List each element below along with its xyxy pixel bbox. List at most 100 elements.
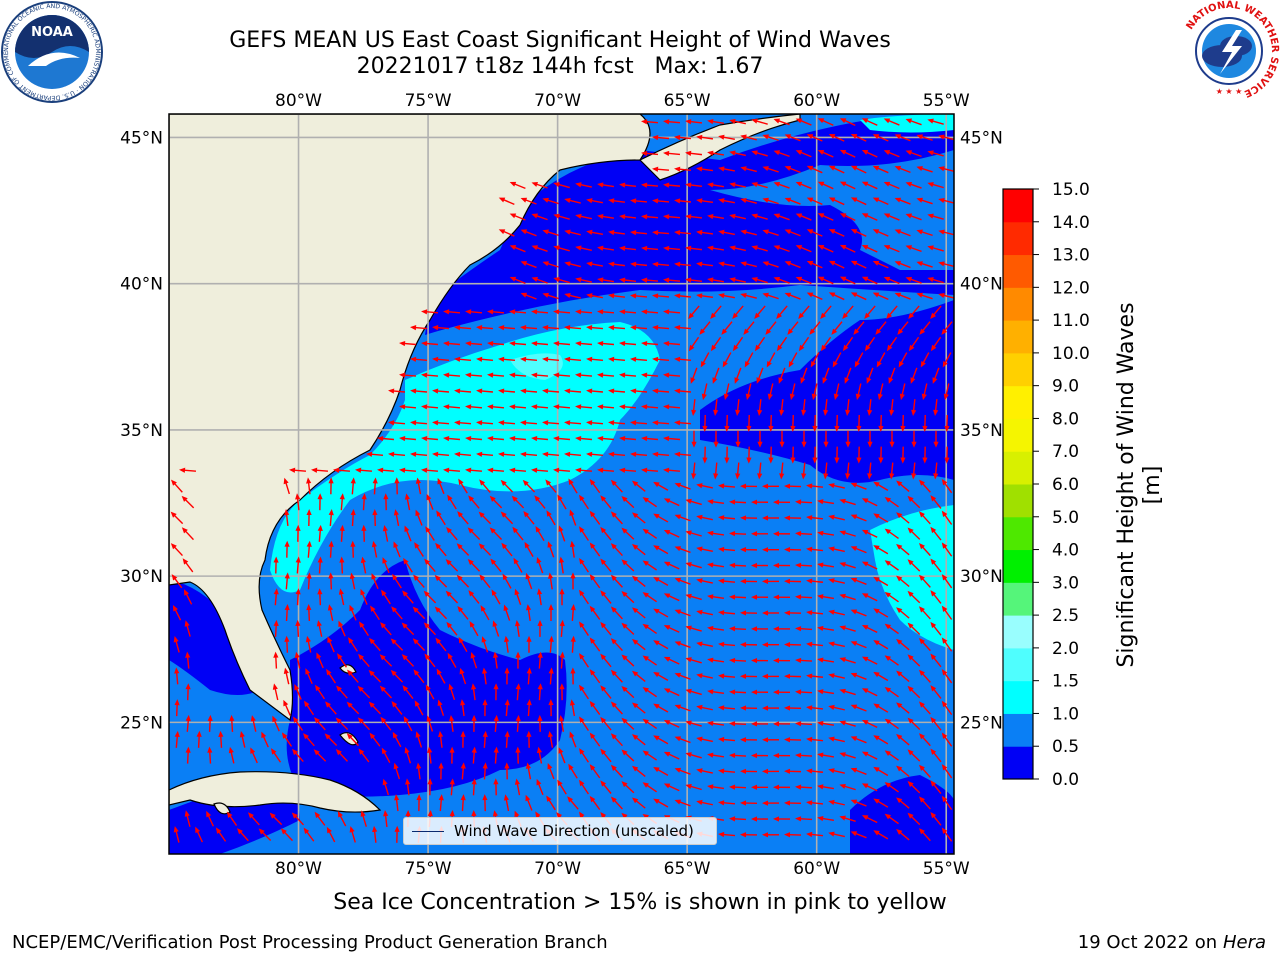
wave-direction-arrow (751, 245, 768, 252)
wave-direction-arrow (559, 619, 565, 637)
wave-direction-arrow (536, 588, 543, 606)
wave-direction-arrow (751, 182, 768, 189)
wave-direction-arrow (707, 277, 725, 283)
wave-direction-arrow (839, 783, 856, 791)
wave-direction-arrow (872, 229, 889, 237)
wave-direction-arrow (839, 530, 856, 537)
colorbar-tick-label: 0.5 (1052, 737, 1079, 757)
wave-direction-arrow (333, 467, 351, 473)
wave-direction-arrow (447, 494, 457, 510)
wave-direction-arrow (630, 325, 648, 331)
wave-direction-arrow (757, 399, 763, 417)
wave-direction-arrow (480, 605, 490, 621)
wave-direction-arrow (795, 276, 812, 285)
wave-direction-arrow (313, 749, 327, 762)
wave-direction-arrow (922, 414, 928, 432)
wave-direction-arrow (456, 543, 470, 556)
wave-direction-arrow (806, 768, 824, 774)
wave-direction-arrow (877, 383, 884, 401)
wave-direction-arrow (537, 651, 543, 669)
wave-direction-arrow (426, 493, 434, 510)
wave-direction-arrow (918, 828, 931, 842)
wave-direction-arrow (564, 451, 582, 457)
wave-direction-arrow (642, 497, 658, 508)
wave-direction-arrow (535, 526, 545, 542)
wave-direction-arrow (258, 828, 272, 841)
colorbar-tick-label: 9.0 (1052, 377, 1079, 397)
wave-direction-arrow (564, 388, 582, 394)
wave-direction-arrow (280, 828, 293, 842)
wave-direction-arrow (833, 383, 840, 401)
wave-direction-arrow (303, 827, 315, 842)
wave-direction-arrow (828, 673, 845, 679)
wave-direction-arrow (570, 604, 576, 622)
wave-direction-arrow (674, 134, 692, 141)
wave-direction-arrow (685, 182, 703, 188)
wave-direction-arrow (509, 404, 527, 410)
wave-direction-arrow (762, 547, 779, 553)
wave-direction-arrow (653, 766, 669, 776)
wave-direction-arrow (515, 746, 521, 764)
colorbar-segment (1003, 451, 1033, 485)
wave-direction-arrow (784, 229, 801, 237)
wave-direction-arrow (867, 430, 873, 448)
wave-direction-arrow (663, 593, 680, 602)
wave-direction-arrow (487, 340, 505, 347)
wave-direction-arrow (586, 388, 604, 394)
wave-direction-arrow (663, 309, 681, 315)
wave-direction-arrow (883, 181, 900, 190)
wave-direction-arrow (883, 276, 900, 285)
wave-direction-arrow (718, 578, 736, 584)
footer-host: Hera (1222, 932, 1266, 953)
wave-direction-arrow (509, 213, 526, 221)
wave-direction-arrow (421, 404, 439, 410)
colorbar-tick-label: 0.0 (1052, 770, 1079, 790)
wave-direction-arrow (856, 446, 862, 464)
lon-tick-label: 60°W (793, 859, 840, 879)
wave-direction-arrow (553, 182, 570, 189)
wave-direction-arrow (700, 352, 710, 368)
wave-direction-arrow (696, 704, 713, 711)
wave-direction-arrow (390, 638, 404, 651)
colorbar-tick-label: 10.0 (1052, 344, 1090, 364)
wave-direction-arrow (600, 653, 612, 668)
wave-direction-arrow (784, 578, 802, 584)
wave-direction-arrow (403, 557, 413, 573)
wave-direction-arrow (696, 768, 713, 774)
wave-direction-arrow (520, 197, 537, 205)
wave-direction-arrow (883, 245, 900, 253)
wave-direction-arrow (392, 573, 402, 589)
wave-direction-arrow (776, 305, 788, 319)
wave-direction-arrow (512, 526, 524, 541)
wave-direction-arrow (773, 594, 791, 600)
wave-direction-arrow (663, 561, 680, 570)
wave-direction-arrow (642, 592, 658, 603)
wave-direction-arrow (861, 276, 878, 285)
wave-direction-arrow (916, 261, 933, 268)
wave-direction-arrow (773, 816, 791, 822)
wave-direction-arrow (531, 467, 549, 473)
wave-direction-arrow (820, 305, 832, 319)
colorbar-tick-label: 2.0 (1052, 639, 1079, 659)
wave-direction-arrow (795, 150, 812, 158)
wave-direction-arrow (897, 321, 909, 335)
wave-direction-arrow (864, 336, 876, 352)
wave-direction-arrow (511, 495, 525, 509)
wave-direction-arrow (894, 197, 911, 205)
wave-direction-arrow (740, 197, 757, 204)
wave-direction-arrow (889, 430, 895, 448)
wave-direction-arrow (907, 685, 921, 699)
legend-label: Wind Wave Direction (unscaled) (454, 822, 694, 840)
wave-direction-arrow (641, 150, 659, 157)
wave-direction-arrow (575, 309, 593, 315)
wave-direction-arrow (498, 420, 516, 426)
wave-direction-arrow (674, 482, 691, 490)
wave-direction-arrow (941, 732, 953, 747)
wave-direction-arrow (801, 462, 807, 480)
wave-direction-arrow (740, 483, 758, 489)
colorbar-segment (1003, 647, 1033, 682)
wave-direction-arrow (941, 700, 953, 716)
wave-direction-arrow (185, 714, 191, 732)
wave-direction-arrow (740, 515, 758, 521)
wave-direction-arrow (842, 305, 854, 319)
